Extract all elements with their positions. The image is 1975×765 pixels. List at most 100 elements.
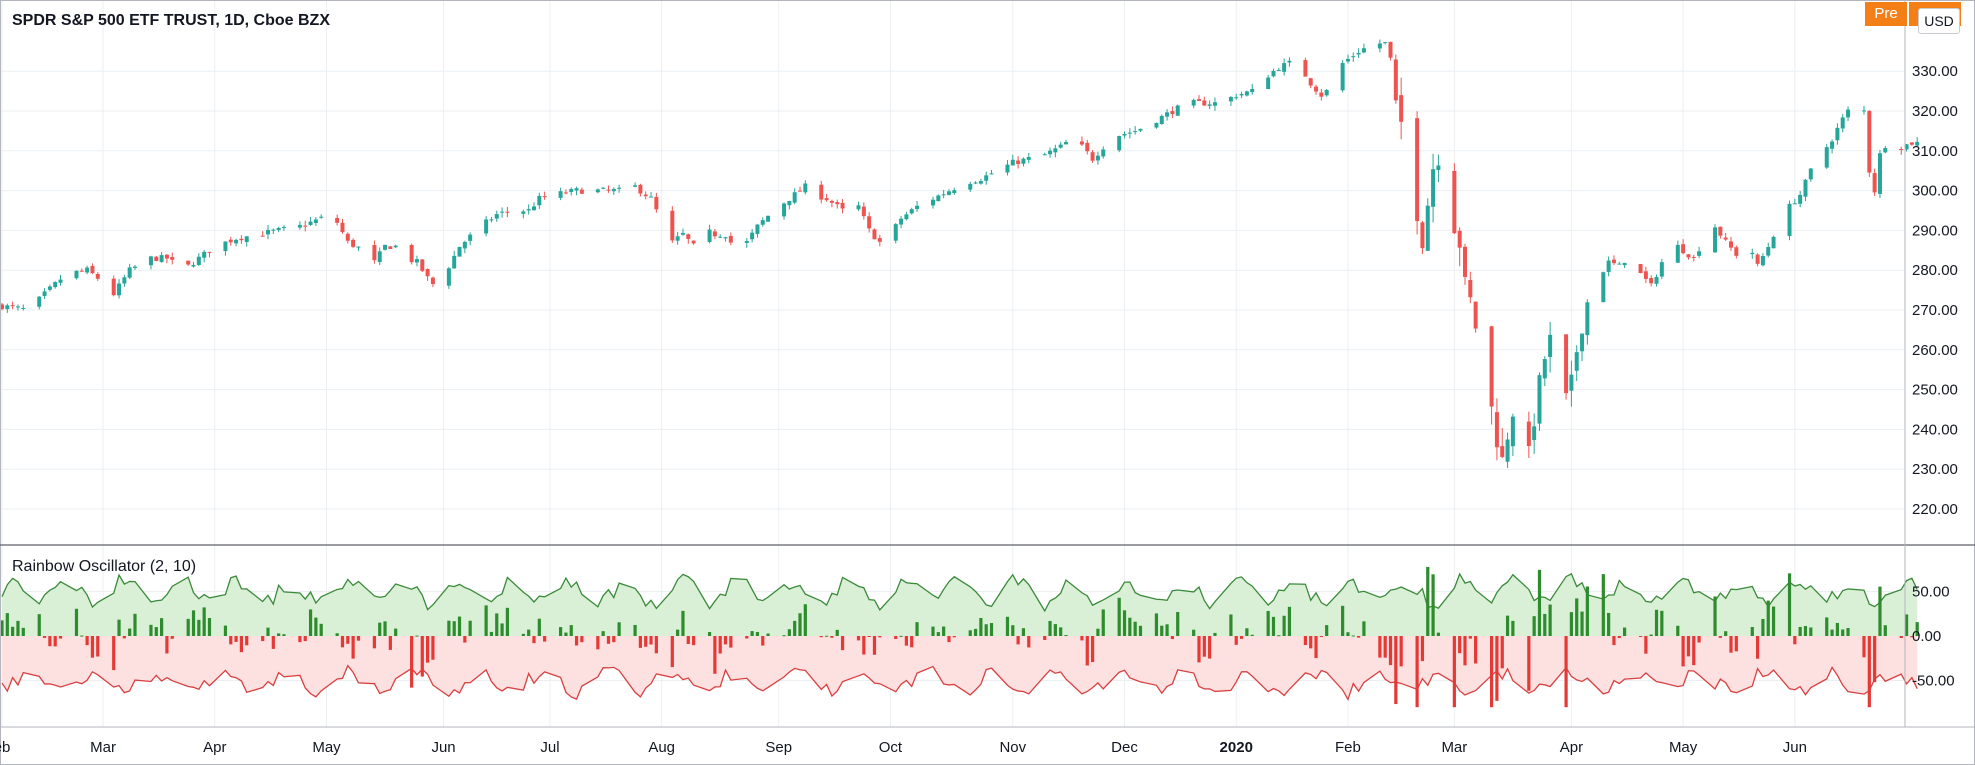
candle-body — [1904, 144, 1909, 150]
candle-body — [1681, 244, 1686, 254]
candle-body — [1276, 69, 1281, 71]
currency-button[interactable]: USD — [1918, 8, 1960, 34]
oscillator-bar — [532, 636, 536, 644]
candle-body — [856, 205, 861, 210]
candle-body — [313, 219, 318, 223]
oscillator-bar — [426, 636, 430, 663]
candle-body — [1862, 110, 1866, 112]
oscillator-bar — [1383, 636, 1387, 658]
price-tick-label: 260.00 — [1912, 342, 1958, 359]
oscillator-bar — [1617, 636, 1621, 639]
candle-body — [10, 305, 15, 307]
oscillator-bar — [692, 636, 696, 646]
oscillator-bar — [527, 629, 531, 636]
candle-body — [1282, 63, 1287, 72]
candle-body — [1271, 70, 1276, 77]
oscillator-bar — [378, 622, 382, 636]
oscillator-bar — [798, 613, 802, 636]
candle-body — [686, 234, 691, 239]
oscillator-bar — [191, 610, 196, 636]
oscillator-bar — [1160, 625, 1164, 636]
candle-body — [680, 232, 685, 235]
oscillator-bar — [1325, 625, 1329, 636]
candle-body — [1649, 278, 1654, 284]
candle-body — [611, 189, 616, 192]
candle-body — [223, 241, 228, 252]
oscillator-bar — [1756, 636, 1760, 659]
candle-body — [297, 224, 302, 228]
candle-body — [835, 202, 840, 205]
oscillator-bar — [537, 618, 541, 636]
oscillator-bar — [654, 636, 658, 654]
oscillator-bar — [1213, 632, 1217, 636]
candle-body — [1287, 60, 1292, 63]
oscillator-bar — [410, 636, 414, 688]
price-tick-label: 250.00 — [1912, 382, 1958, 399]
candle-body — [164, 254, 169, 259]
oscillator-bar — [1713, 596, 1717, 636]
candle-body — [1750, 252, 1755, 255]
indicator-title[interactable]: Rainbow Oscillator (2, 10) — [12, 558, 197, 575]
candle-body — [1308, 78, 1313, 86]
candle-body — [1207, 104, 1212, 106]
candle-body — [1356, 52, 1361, 55]
candle-body — [712, 231, 717, 237]
candle-body — [1771, 236, 1776, 249]
oscillator-bar — [21, 627, 25, 636]
oscillator-bar — [782, 635, 786, 637]
candle-body — [1016, 160, 1021, 164]
oscillator-bar — [1399, 636, 1403, 667]
candle-body — [196, 256, 201, 265]
candle-body — [1883, 148, 1888, 153]
oscillator-bar — [1883, 625, 1887, 636]
candle-body — [345, 233, 350, 241]
time-tick-label: Mar — [90, 739, 116, 756]
oscillator-bar — [1569, 612, 1573, 636]
candle-body — [1250, 88, 1255, 93]
oscillator-bar — [500, 623, 504, 636]
oscillator-bar — [825, 635, 829, 637]
candle-body — [260, 235, 265, 237]
oscillator-bar — [96, 636, 100, 657]
price-axis-labels[interactable]: 220.00 230.00 240.00 250.00 260.00 270.00 280.… — [1912, 63, 1958, 518]
candle-body — [537, 195, 542, 206]
candle-body — [1691, 256, 1696, 258]
candle-body — [1212, 102, 1217, 106]
candle-body — [1101, 149, 1106, 157]
oscillator-bar — [1660, 610, 1664, 636]
oscillator-bar — [766, 633, 770, 636]
candle-body — [505, 211, 510, 213]
candle-body — [388, 246, 393, 249]
candle-body — [792, 192, 797, 203]
oscillator-bar — [910, 636, 914, 648]
candle-body — [1697, 251, 1702, 256]
candle-body — [1675, 244, 1680, 263]
oscillator-bar — [761, 636, 765, 646]
oscillator-bar — [1096, 628, 1100, 636]
candle-body — [1244, 91, 1249, 96]
candle-body — [936, 195, 941, 202]
candle-body — [968, 183, 973, 190]
oscillator-bar — [1091, 636, 1095, 663]
candle-body — [1239, 93, 1244, 96]
oscillator-axis-labels[interactable]: -50.00 0.00 50.00 — [1912, 584, 1955, 690]
candle-body — [446, 268, 451, 286]
candle-body — [1154, 122, 1159, 128]
time-tick-label: Jul — [540, 739, 559, 756]
oscillator-bar — [11, 626, 15, 636]
oscillator-bar — [564, 632, 568, 636]
candle-body — [760, 220, 765, 225]
candle-body — [186, 260, 191, 265]
oscillator-bar — [0, 620, 4, 636]
time-axis-labels[interactable]: eb Mar Apr May Jun Jul Aug Sep Oct Nov Dec 2020 Feb M… — [0, 739, 1807, 756]
oscillator-bar — [356, 636, 361, 641]
oscillator-bar — [1463, 636, 1467, 666]
oscillator-bar — [1357, 636, 1361, 638]
oscillator-bar — [1059, 627, 1063, 636]
candle-body — [1569, 374, 1574, 391]
oscillator-bar — [1011, 625, 1015, 636]
oscillator-bar — [346, 636, 350, 644]
oscillator-bar — [755, 632, 760, 636]
time-tick-label: Jun — [1783, 739, 1807, 756]
